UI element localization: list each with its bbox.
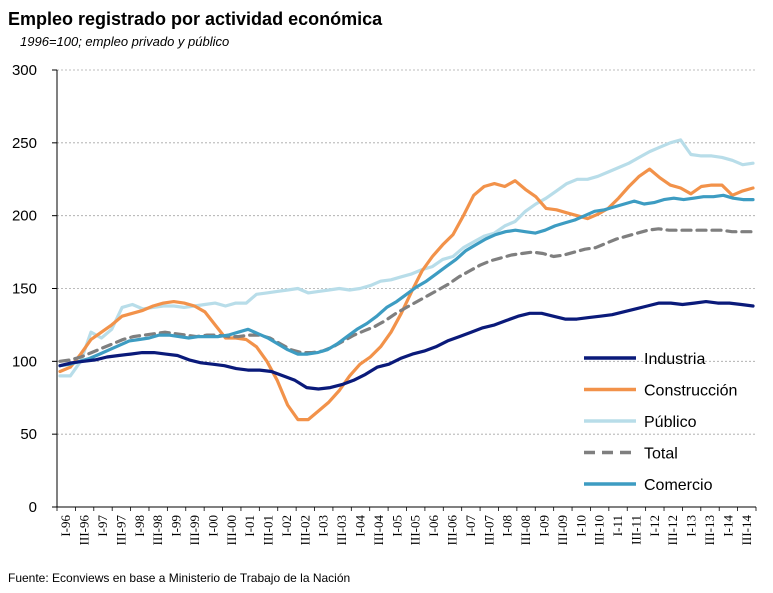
x-tick-label: I-96: [58, 515, 73, 537]
chart-source: Fuente: Econviews en base a Ministerio d…: [8, 571, 351, 585]
series-line-construccion: [58, 167, 755, 422]
x-tick-label: III-09: [555, 515, 570, 545]
x-tick-label: III-03: [334, 515, 349, 545]
x-tick-label: I-97: [95, 515, 110, 537]
x-tick-label: III-11: [628, 515, 643, 545]
legend-label: Comercio: [644, 477, 713, 494]
x-tick-label: I-03: [316, 515, 331, 537]
legend-label: Total: [644, 446, 678, 463]
x-tick-label: III-06: [444, 515, 459, 546]
y-tick-label: 0: [29, 499, 37, 516]
y-tick-label: 300: [12, 62, 37, 79]
x-tick-label: I-11: [610, 515, 625, 536]
x-tick-label: III-13: [702, 515, 717, 545]
gridlines: [57, 69, 756, 435]
x-tick-label: I-13: [684, 515, 699, 537]
chart-subtitle: 1996=100; empleo privado y público: [20, 34, 230, 49]
x-tick-label: I-01: [242, 515, 257, 537]
y-tick-label: 200: [12, 208, 37, 225]
axes: 0 50 100 150 200 250 300 I-96 III-96 I-97 III-97 I-…: [12, 62, 757, 546]
series-lines: [58, 138, 755, 422]
series-line-comercio: [58, 193, 755, 368]
y-tick-label: 250: [12, 135, 37, 152]
x-tick-label: I-05: [389, 515, 404, 537]
x-tick-label: III-99: [187, 515, 202, 545]
legend-label: Público: [644, 414, 697, 431]
x-tick-label: III-96: [77, 515, 92, 546]
legend-label: Construcción: [644, 383, 737, 400]
legend-label: Industria: [644, 351, 705, 368]
x-tick-label: I-10: [573, 515, 588, 537]
y-tick-label: 50: [20, 426, 37, 443]
x-tick-label: III-02: [297, 515, 312, 545]
x-tick-label: I-09: [536, 515, 551, 537]
x-tick-label: I-99: [169, 515, 184, 537]
x-tick-label: III-10: [592, 515, 607, 545]
x-tick-label: III-12: [665, 515, 680, 545]
x-tick-label: I-02: [279, 515, 294, 537]
series-line-publico: [58, 138, 755, 378]
x-tick-label: I-00: [205, 515, 220, 537]
x-tick-label: III-00: [224, 515, 239, 545]
x-tick-label: III-08: [518, 515, 533, 545]
x-tick-label: I-12: [647, 515, 662, 537]
x-tick-label: I-98: [132, 515, 147, 537]
series-line-industria: [58, 300, 755, 391]
x-tick-label: I-08: [500, 515, 515, 537]
y-tick-label: 100: [12, 353, 37, 370]
x-tick-label: III-05: [408, 515, 423, 545]
x-tick-label: III-04: [371, 515, 386, 546]
series-line-total: [58, 227, 755, 363]
x-tick-label: III-98: [150, 515, 165, 545]
x-tick-label: I-04: [353, 515, 368, 537]
x-tick-label: I-14: [720, 515, 735, 537]
x-tick-label: III-01: [261, 515, 276, 545]
y-tick-label: 150: [12, 281, 37, 298]
legend: Industria Construcción Público Total Comerci…: [584, 351, 737, 494]
x-tick-label: III-14: [739, 515, 754, 546]
x-tick-label: III-97: [113, 515, 128, 546]
x-tick-label: I-06: [426, 515, 441, 537]
x-tick-label: I-07: [463, 515, 478, 537]
chart-title: Empleo registrado por actividad económic…: [8, 9, 383, 29]
x-tick-label: III-07: [481, 515, 496, 546]
